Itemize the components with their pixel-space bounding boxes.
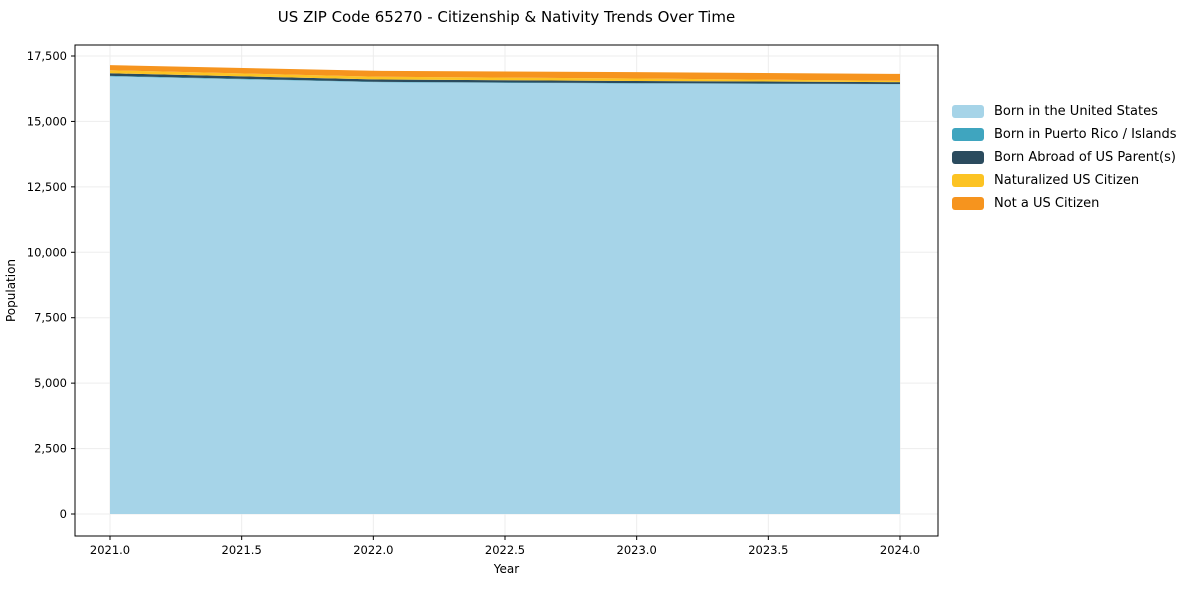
- legend-swatch-icon: [952, 150, 984, 164]
- area-series-3: [110, 70, 900, 83]
- x-tick-label: 2022.5: [485, 543, 525, 557]
- y-tick-label: 0: [60, 507, 67, 521]
- legend-label: Born Abroad of US Parent(s): [994, 149, 1176, 165]
- y-tick-label: 12,500: [27, 180, 67, 194]
- legend: Born in the United States Born in Puerto …: [952, 103, 1177, 211]
- x-axis-title: Year: [493, 562, 519, 576]
- legend-swatch-icon: [952, 196, 984, 210]
- legend-item-0: Born in the United States: [952, 103, 1177, 119]
- legend-swatch-icon: [952, 173, 984, 187]
- legend-label: Naturalized US Citizen: [994, 172, 1140, 188]
- legend-item-4: Not a US Citizen: [952, 195, 1177, 211]
- y-tick-label: 15,000: [27, 114, 67, 128]
- x-tick-label: 2024.0: [880, 543, 920, 557]
- y-tick-label: 2,500: [34, 442, 67, 456]
- legend-item-1: Born in Puerto Rico / Islands: [952, 126, 1177, 142]
- y-tick-label: 7,500: [34, 311, 67, 325]
- y-tick-label: 10,000: [27, 245, 67, 259]
- legend-label: Born in Puerto Rico / Islands: [994, 126, 1177, 142]
- y-tick-label: 5,000: [34, 376, 67, 390]
- x-tick-label: 2022.0: [353, 543, 393, 557]
- plot-frame: [74, 44, 939, 537]
- chart-title: US ZIP Code 65270 - Citizenship & Nativi…: [277, 8, 736, 26]
- legend-item-3: Naturalized US Citizen: [952, 172, 1177, 188]
- x-tick-label: 2021.5: [222, 543, 262, 557]
- legend-swatch-icon: [952, 104, 984, 118]
- legend-label: Born in the United States: [994, 103, 1158, 119]
- x-tick-label: 2023.0: [617, 543, 657, 557]
- legend-item-2: Born Abroad of US Parent(s): [952, 149, 1177, 165]
- area-series-1: [110, 75, 900, 85]
- x-tick-label: 2023.5: [748, 543, 788, 557]
- area-series-0: [110, 76, 900, 515]
- legend-label: Not a US Citizen: [994, 195, 1100, 211]
- y-axis-title: Population: [4, 259, 18, 322]
- x-tick-label: 2021.0: [90, 543, 130, 557]
- y-tick-label: 17,500: [27, 49, 67, 63]
- area-series-4: [110, 65, 900, 81]
- area-series-2: [110, 73, 900, 85]
- legend-swatch-icon: [952, 127, 984, 141]
